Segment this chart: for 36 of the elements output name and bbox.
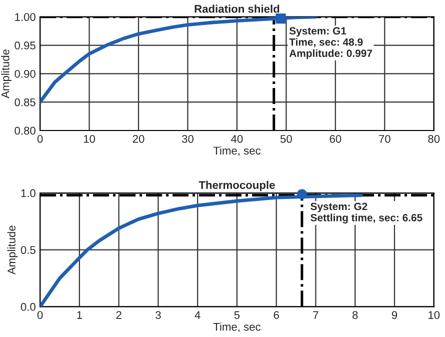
x-tick-label: 10 (428, 311, 440, 319)
x-tick-label: 70 (379, 134, 390, 143)
x-tick-label: 6 (274, 311, 279, 319)
x-tick-label: 4 (194, 311, 200, 319)
x-tick-label: 80 (428, 134, 440, 143)
x-tick-label: 0 (37, 311, 43, 319)
x-tick-label: 20 (132, 134, 144, 143)
y-tick-label: 0.95 (14, 42, 36, 50)
annotation: System: G1 Time, sec: 48.9 Amplitude: 0.997 (289, 27, 372, 60)
x-tick-label: 30 (182, 134, 194, 143)
x-tick-label: 8 (352, 311, 358, 319)
x-tick-label: 7 (313, 311, 318, 319)
x-tick-label: 50 (280, 134, 292, 143)
y-tick-label: 0.90 (14, 70, 36, 78)
y-tick-label: 0.5 (20, 246, 36, 254)
annotation: System: G2 Settling time, sec: 6.65 (310, 202, 422, 224)
x-tick-label: 9 (392, 311, 398, 319)
y-tick-label: 1.00 (15, 13, 36, 21)
x-tick-label: 60 (330, 134, 342, 143)
x-tick-label: 2 (116, 311, 122, 319)
y-tick-label: 0.0 (20, 302, 36, 311)
y-tick-label: 0.80 (14, 126, 36, 135)
y-axis-title: Amplitude (7, 226, 18, 275)
x-axis-title: Time, sec (213, 322, 261, 332)
y-tick-label: 1.0 (21, 189, 36, 198)
x-tick-label: 10 (84, 134, 96, 143)
chart-title: Radiation shield (194, 4, 280, 13)
y-tick-label: 0.85 (14, 98, 36, 106)
x-tick-label: 3 (156, 311, 161, 319)
x-tick-label: 1 (77, 311, 82, 319)
x-tick-label: 5 (234, 311, 240, 319)
y-axis-title: Amplitude (1, 49, 12, 98)
chart-title: Thermocouple (198, 180, 275, 192)
x-tick-label: 40 (231, 134, 243, 143)
x-tick-label: 0 (37, 134, 43, 143)
x-axis-title: Time, sec (213, 146, 261, 156)
